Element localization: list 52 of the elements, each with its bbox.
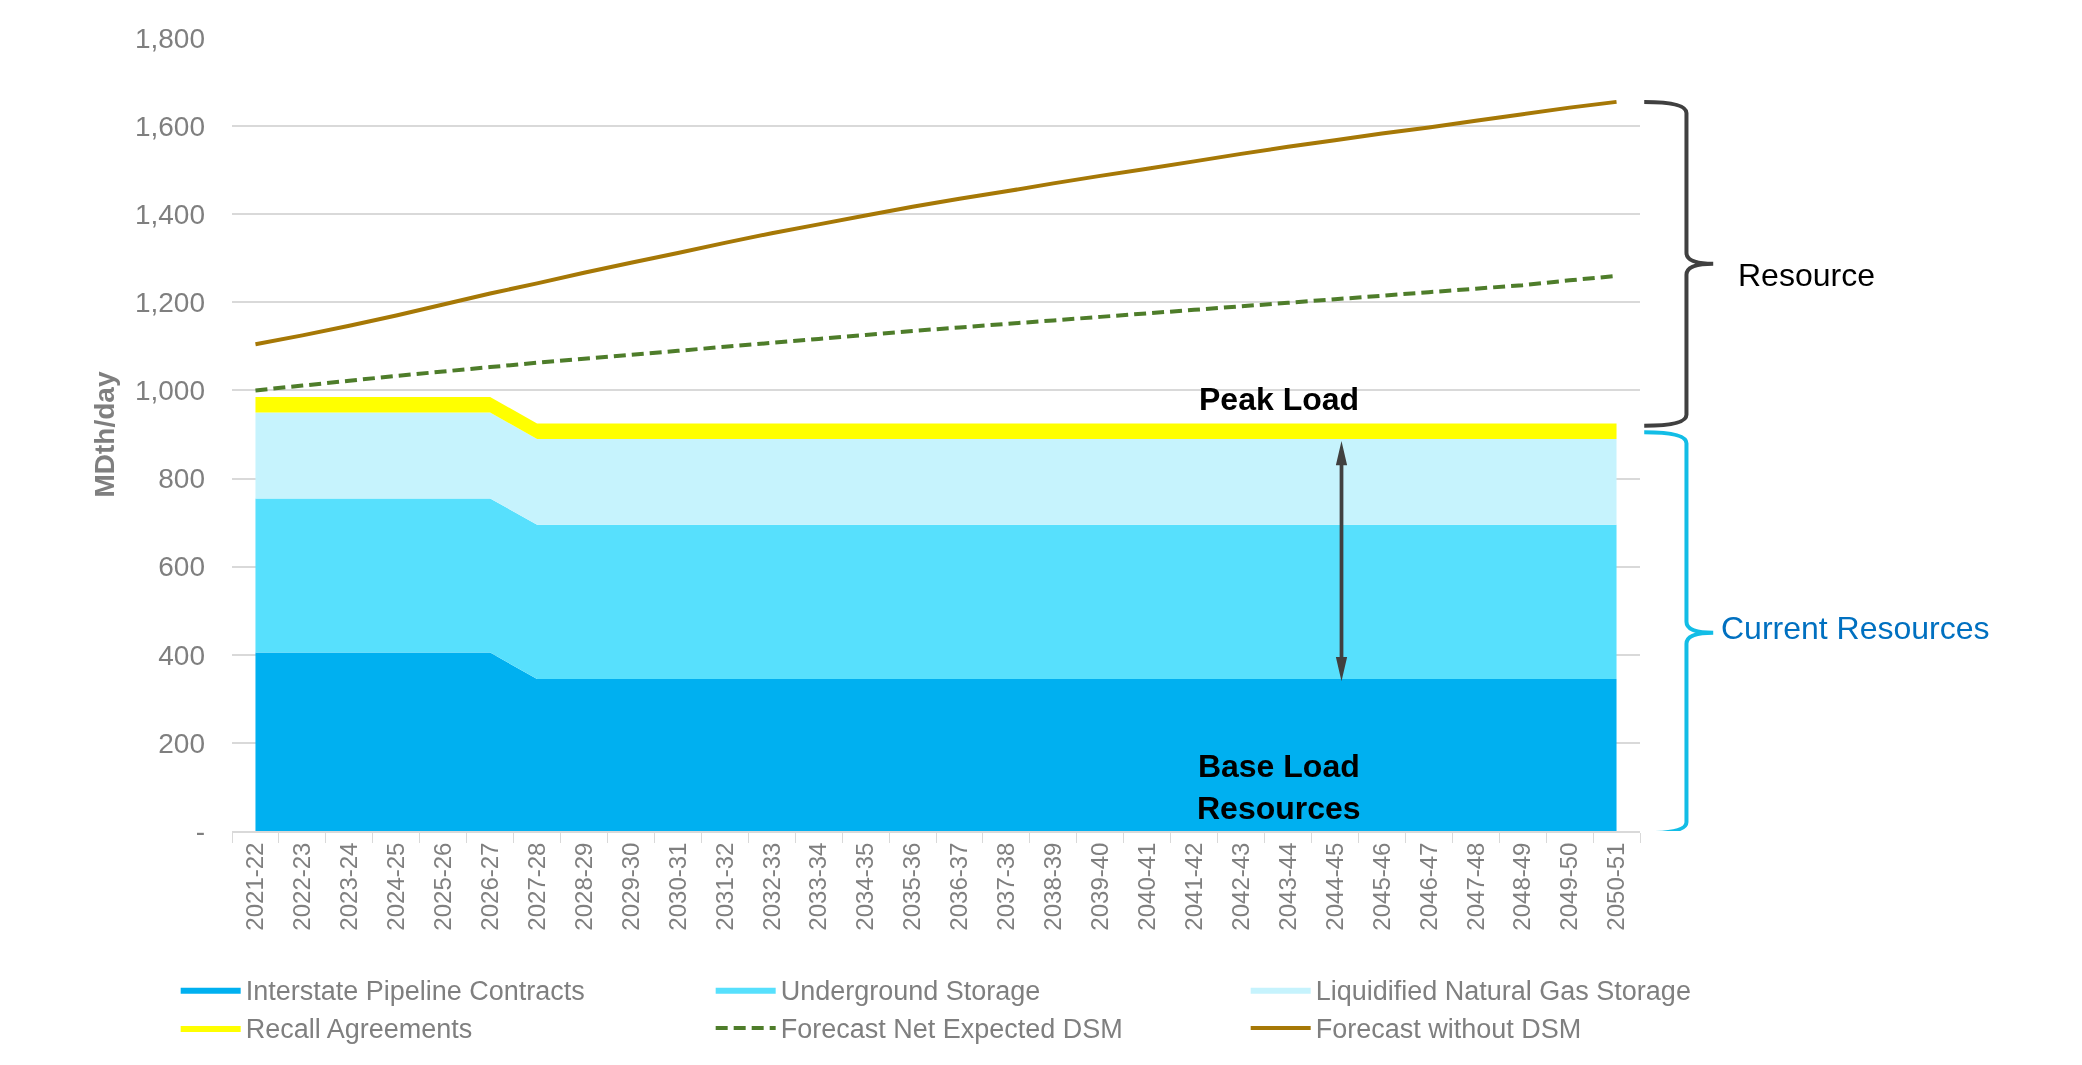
x-tick-label: 2044-45: [1320, 842, 1348, 931]
y-tick-label: 400: [158, 639, 205, 671]
x-tick-label: 2045-46: [1367, 842, 1395, 931]
y-tick-label: 600: [158, 551, 205, 583]
x-tick-label: 2030-31: [663, 842, 691, 931]
x-tick-label: 2031-32: [710, 842, 738, 931]
y-tick-label: 1,200: [134, 287, 205, 319]
x-tick-label: 2033-34: [804, 842, 832, 931]
x-tick-label: 2050-51: [1602, 842, 1630, 931]
y-tick-label: 1,400: [134, 199, 205, 231]
line-series: [253, 99, 1619, 347]
x-tick-label: 2029-30: [616, 842, 644, 931]
x-tick-label: 2041-42: [1179, 842, 1207, 931]
x-tick-label: 2021-22: [241, 842, 269, 931]
y-tick-label: 1,600: [134, 110, 205, 142]
annotation: Base Load Resources: [1197, 748, 1361, 826]
y-axis-title: MDth/day: [88, 371, 120, 498]
x-tick-label: 2037-38: [992, 842, 1020, 931]
legend-label: Interstate Pipeline Contracts: [245, 976, 585, 1007]
x-tick-label: 2035-36: [898, 842, 926, 931]
y-tick-label: 1,000: [134, 375, 205, 407]
x-tick-label: 2026-27: [475, 842, 503, 931]
legend-label: Forecast Net Expected DSM: [780, 1014, 1123, 1045]
x-tick-label: 2047-48: [1461, 842, 1489, 931]
x-tick-label: 2043-44: [1273, 842, 1301, 931]
x-tick-label: 2034-35: [851, 842, 879, 931]
y-tick-label: 800: [158, 463, 205, 495]
x-tick-label: 2040-41: [1133, 842, 1160, 931]
x-tick-label: 2024-25: [382, 842, 410, 931]
x-tick-label: 2022-23: [288, 842, 316, 931]
x-tick-label: 2036-37: [945, 842, 973, 931]
x-tick-label: 2038-39: [1039, 842, 1067, 931]
x-tick-label: 2025-26: [429, 842, 456, 931]
x-tick-label: 2046-47: [1414, 842, 1442, 931]
x-tick-label: 2028-29: [569, 842, 597, 931]
x-tick-label: 2048-49: [1508, 842, 1536, 931]
legend-label: Forecast without DSM: [1315, 1014, 1582, 1045]
text: Resource: [1738, 257, 1875, 293]
x-tick-label: 2023-24: [335, 842, 363, 931]
text: Current Resources: [1721, 610, 1990, 646]
legend-label: Underground Storage: [780, 976, 1041, 1007]
x-tick-label: 2049-50: [1555, 842, 1583, 931]
legend-label: Recall Agreements: [245, 1014, 473, 1045]
annotation: Peak Load: [1199, 381, 1360, 417]
y-tick-label: -: [195, 815, 205, 847]
x-tick-label: 2042-43: [1226, 842, 1254, 931]
y-tick-label: 1,800: [134, 22, 205, 54]
y-tick-label: 200: [158, 727, 205, 759]
x-tick-label: 2027-28: [522, 842, 550, 931]
x-tick-label: 2032-33: [757, 842, 785, 931]
legend-label: Liquidified Natural Gas Storage: [1315, 976, 1691, 1007]
x-tick-label: 2039-40: [1086, 842, 1114, 931]
